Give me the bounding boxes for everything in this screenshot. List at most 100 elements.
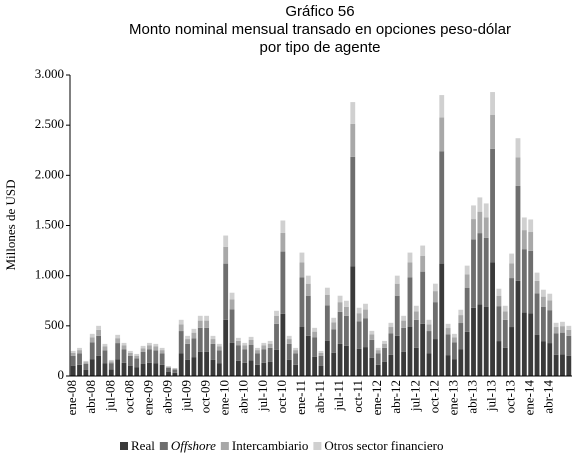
bar-segment (560, 354, 565, 376)
y-tick-label: 0 (58, 367, 65, 382)
bar-segment (191, 332, 197, 339)
bar-segment (248, 360, 254, 376)
bar-segment (452, 342, 457, 360)
bar-segment (210, 359, 216, 376)
x-tick-label: ene-08 (64, 380, 79, 415)
bar-segment (477, 197, 483, 212)
bar-segment (439, 117, 445, 152)
bar-segment (502, 319, 508, 348)
x-tick-label: oct-12 (426, 380, 441, 413)
bar-segment (242, 342, 248, 346)
x-tick-label: oct-10 (274, 380, 289, 413)
bar-segment (394, 283, 400, 296)
bar-segment (293, 364, 298, 376)
bar-segment (166, 371, 171, 376)
bar-segment (477, 233, 483, 305)
bar-segment (356, 321, 362, 349)
bar-segment (229, 299, 235, 310)
bar-segment (83, 369, 89, 376)
legend-swatch (120, 442, 128, 450)
bar-segment (452, 337, 457, 343)
bar-segment (471, 219, 476, 240)
bar-segment (496, 288, 502, 296)
bar-segment (426, 331, 432, 354)
bar-segment (261, 342, 267, 346)
bar-segment (185, 359, 190, 376)
bar-segment (540, 289, 546, 297)
bar-segment (401, 320, 407, 328)
bar-segment (166, 366, 171, 368)
bar-segment (77, 364, 82, 376)
bar-segment (521, 230, 527, 250)
bar-segment (229, 309, 235, 343)
bar-segment (140, 348, 146, 352)
bar-segment (204, 315, 210, 321)
bar-segment (566, 329, 572, 336)
bar-segment (293, 350, 298, 354)
bar-segment (299, 252, 305, 263)
bar-segment (483, 203, 489, 218)
bar-segment (83, 363, 89, 370)
bar-segment (344, 345, 349, 376)
bar-segment (197, 327, 203, 352)
bar-segment (534, 293, 540, 335)
bar-segment (452, 359, 457, 376)
bar-segment (286, 359, 292, 376)
bar-segment (394, 275, 400, 284)
bar-segment (547, 293, 553, 301)
bar-segment (490, 114, 495, 149)
chart-subtitle: Monto nominal mensual transado en opcion… (129, 21, 511, 38)
bar-segment (490, 148, 495, 263)
chart-subtitle: por tipo de agente (260, 39, 381, 56)
bar-segment (89, 333, 95, 338)
bar-segment (318, 355, 324, 366)
bar-segment (318, 350, 324, 353)
bar-segment (134, 353, 140, 356)
bar-segment (178, 353, 184, 376)
bar-segment (77, 353, 82, 365)
bar-segment (464, 274, 470, 288)
bar-segment (471, 307, 476, 376)
bar-segment (216, 350, 222, 364)
x-tick-label: ene-11 (293, 380, 308, 415)
bar-segment (293, 353, 298, 365)
bar-segment (432, 283, 438, 292)
y-tick-label: 3.000 (35, 66, 64, 81)
bar-segment (166, 367, 171, 372)
bar-segment (153, 346, 159, 351)
bar-segment (445, 328, 451, 335)
bar-segment (286, 339, 292, 344)
bar-segment (363, 318, 368, 348)
bar-segment (324, 340, 330, 376)
bar-segment (299, 277, 305, 327)
bar-segment (337, 295, 343, 303)
bar-segment (280, 313, 286, 376)
bar-segment (331, 322, 337, 330)
bar-segment (274, 310, 279, 317)
bar-segment (369, 330, 375, 335)
bar-segment (299, 262, 305, 278)
bar-segment (242, 362, 248, 376)
bar-segment (382, 361, 387, 376)
bar-segment (388, 322, 394, 328)
bar-segment (140, 345, 146, 349)
bar-segment (502, 347, 508, 376)
x-tick-label: jul-08 (102, 380, 117, 412)
bar-segment (509, 327, 515, 376)
bar-segment (534, 280, 540, 294)
bar-segment (337, 311, 343, 344)
bar-segment (432, 339, 438, 376)
chart-title: Gráfico 56 (285, 3, 354, 20)
bar-segment (356, 307, 362, 314)
bar-segment (216, 363, 222, 376)
legend-swatch (313, 442, 322, 450)
bar-segment (534, 272, 540, 281)
bar-segment (560, 321, 565, 327)
x-tick-label: abr-08 (83, 380, 98, 414)
bar-segment (159, 350, 165, 354)
bar-segment (312, 356, 318, 376)
bar-segment (515, 280, 521, 376)
bar-segment (166, 365, 171, 367)
bar-segment (394, 295, 400, 336)
bar-segment (204, 327, 210, 352)
